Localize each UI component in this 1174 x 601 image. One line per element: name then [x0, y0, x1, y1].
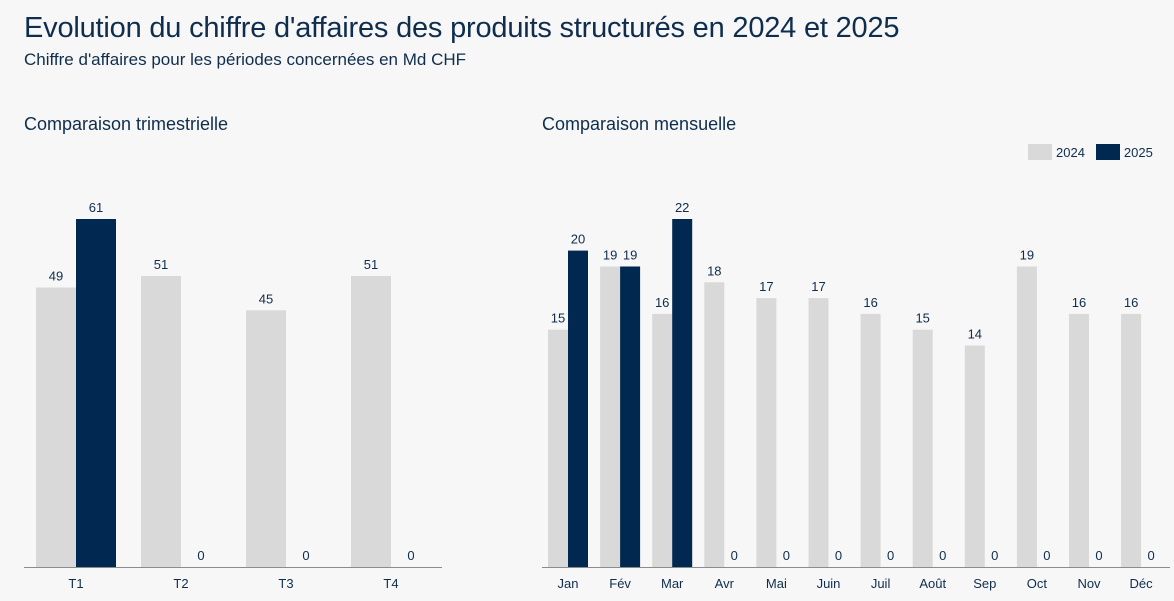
monthly-data-label-juil-2025: 0: [887, 548, 894, 563]
monthly-tick-label-fev: Fév: [609, 576, 631, 591]
quarterly-data-label-t2-2024: 51: [154, 257, 168, 272]
quarterly-bar-t1-2025: [76, 219, 116, 567]
monthly-data-label-jan-2025: 20: [571, 232, 585, 247]
monthly-data-label-fev-2024: 19: [603, 248, 617, 263]
quarterly-tick-label-t3: T3: [278, 576, 293, 591]
monthly-tick-label-juin: Juin: [817, 576, 841, 591]
monthly-data-label-mar-2025: 22: [675, 200, 689, 215]
monthly-data-label-juin-2024: 17: [811, 279, 825, 294]
quarterly-bar-t3-2024: [246, 310, 286, 567]
monthly-data-label-avr-2025: 0: [731, 548, 738, 563]
monthly-data-label-mai-2024: 17: [759, 279, 773, 294]
legend-label-2025: 2025: [1123, 144, 1153, 160]
monthly-data-label-mai-2025: 0: [783, 548, 790, 563]
quarterly-data-label-t4-2024: 51: [364, 257, 378, 272]
monthly-tick-label-nov: Nov: [1077, 576, 1101, 591]
quarterly-chart-title: Comparaison trimestrielle: [24, 114, 229, 134]
legend-item-2025: 2025: [1095, 144, 1153, 160]
monthly-tick-label-aout: Août: [919, 576, 946, 591]
monthly-bar-jan-2024: [548, 329, 568, 567]
monthly-tick-label-mar: Mar: [661, 576, 684, 591]
quarterly-data-label-t1-2024: 49: [49, 269, 63, 284]
monthly-tick-label-mai: Mai: [766, 576, 787, 591]
monthly-data-label-fev-2025: 19: [623, 248, 637, 263]
monthly-tick-label-sep: Sep: [973, 576, 996, 591]
quarterly-data-label-t3-2024: 45: [259, 291, 273, 306]
quarterly-bar-t4-2024: [351, 276, 391, 567]
quarterly-data-label-t4-2025: 0: [407, 548, 414, 563]
monthly-bar-avr-2024: [704, 282, 725, 567]
chart-legend: 2024 2025: [1028, 144, 1153, 160]
quarterly-bar-t2-2024: [141, 276, 181, 567]
monthly-data-label-oct-2024: 19: [1020, 248, 1034, 263]
monthly-bar-nov-2024: [1069, 313, 1089, 567]
monthly-data-label-nov-2024: 16: [1072, 295, 1086, 310]
quarterly-tick-label-t2: T2: [173, 576, 188, 591]
monthly-data-label-dec-2024: 16: [1124, 295, 1138, 310]
quarterly-data-label-t2-2025: 0: [197, 548, 204, 563]
monthly-tick-label-dec: Déc: [1130, 576, 1154, 591]
quarterly-bar-t1-2024: [36, 287, 76, 567]
monthly-data-label-juil-2024: 16: [863, 295, 877, 310]
monthly-bar-aout-2024: [912, 329, 933, 567]
quarterly-chart: 49 61 T1 51 0 T2 45 0 T3 51 0 T4: [24, 200, 442, 591]
monthly-bar-jan-2025: [568, 250, 588, 567]
monthly-data-label-sep-2025: 0: [991, 548, 998, 563]
monthly-data-label-jan-2024: 15: [551, 311, 565, 326]
monthly-bar-sep-2024: [964, 345, 985, 567]
monthly-bar-juil-2024: [860, 313, 881, 567]
quarterly-tick-label-t4: T4: [383, 576, 398, 591]
monthly-data-label-aout-2025: 0: [939, 548, 946, 563]
monthly-data-label-nov-2025: 0: [1095, 548, 1102, 563]
monthly-tick-label-oct: Oct: [1027, 576, 1048, 591]
monthly-chart: 15 20 Jan 19 19 Fév 16 22 Mar 18 0 Avr 17 0 Mai 17 0 Juin…: [542, 200, 1170, 591]
monthly-bar-mai-2024: [756, 298, 777, 567]
monthly-data-label-mar-2024: 16: [655, 295, 669, 310]
legend-swatch-2025: [1095, 144, 1120, 160]
monthly-tick-label-avr: Avr: [715, 576, 735, 591]
legend-swatch-2024: [1028, 144, 1052, 160]
monthly-data-label-juin-2025: 0: [835, 548, 842, 563]
monthly-tick-label-jan: Jan: [558, 576, 579, 591]
monthly-bar-fev-2025: [620, 266, 641, 567]
monthly-data-label-sep-2024: 14: [968, 327, 982, 342]
monthly-data-label-aout-2024: 15: [915, 311, 929, 326]
monthly-bar-mar-2025: [672, 219, 693, 567]
monthly-bar-juin-2024: [808, 298, 829, 567]
page-subtitle: Chiffre d'affaires pour les périodes con…: [24, 50, 467, 69]
monthly-chart-title: Comparaison mensuelle: [542, 114, 737, 134]
quarterly-tick-label-t1: T1: [68, 576, 83, 591]
legend-item-2024: 2024: [1028, 144, 1085, 160]
monthly-bar-oct-2024: [1016, 266, 1037, 567]
monthly-data-label-dec-2025: 0: [1147, 548, 1154, 563]
monthly-bar-dec-2024: [1121, 313, 1142, 567]
monthly-bar-mar-2024: [652, 313, 673, 567]
monthly-bar-fev-2024: [600, 266, 621, 567]
quarterly-data-label-t1-2025: 61: [89, 200, 103, 215]
quarterly-data-label-t3-2025: 0: [302, 548, 309, 563]
monthly-tick-label-juil: Juil: [871, 576, 891, 591]
monthly-data-label-oct-2025: 0: [1043, 548, 1050, 563]
legend-label-2024: 2024: [1056, 144, 1085, 160]
monthly-data-label-avr-2024: 18: [707, 263, 721, 278]
page-title: Evolution du chiffre d'affaires des prod…: [24, 12, 900, 44]
